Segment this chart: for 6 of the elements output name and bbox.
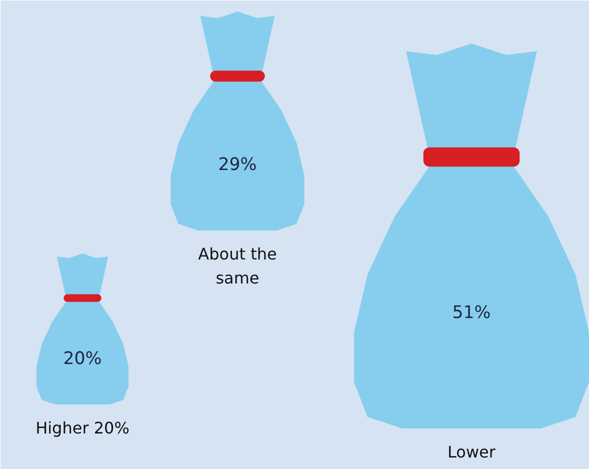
data-label: 51% — [452, 302, 491, 323]
category-label: Higher 20% — [36, 418, 130, 438]
data-label: 20% — [63, 349, 102, 370]
data-label: 29% — [218, 154, 257, 175]
category-label: Lower — [448, 442, 496, 462]
category-label: About the same — [198, 244, 277, 288]
